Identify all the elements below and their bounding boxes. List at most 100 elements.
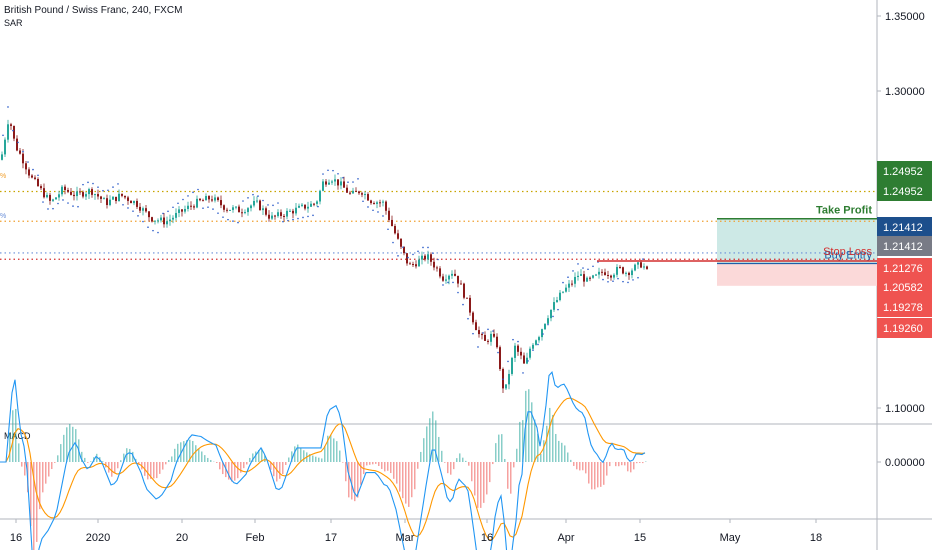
sar-dot: [152, 229, 154, 232]
x-tick-label: Mar: [396, 532, 415, 544]
sar-dot: [87, 181, 89, 184]
candle-body: [91, 189, 93, 195]
candle-body: [7, 124, 9, 140]
macd-histogram-bar: [549, 407, 551, 462]
candle-body: [286, 210, 288, 217]
candle-body: [79, 191, 81, 193]
macd-histogram-bar: [54, 462, 56, 463]
macd-histogram-bar: [279, 462, 281, 479]
candle-body: [484, 334, 486, 341]
macd-histogram-bar: [204, 455, 206, 462]
candle-body: [43, 188, 45, 198]
candle-body: [256, 200, 258, 202]
candle-body: [145, 208, 147, 212]
sar-dot: [527, 360, 529, 362]
macd-histogram-bar: [471, 462, 473, 482]
macd-histogram-bar: [375, 462, 377, 464]
candle-body: [412, 263, 414, 265]
macd-histogram-bar: [630, 462, 632, 473]
macd-histogram-bar: [522, 420, 524, 462]
macd-histogram-bar: [42, 462, 44, 493]
candle-body: [4, 139, 6, 155]
macd-histogram-bar: [60, 444, 62, 462]
candle-body: [163, 217, 165, 225]
sar-dot: [462, 303, 464, 306]
macd-histogram-bar: [291, 451, 293, 462]
candle-body: [235, 206, 237, 208]
macd-histogram-bar: [519, 421, 521, 462]
macd-histogram-bar: [66, 427, 68, 462]
macd-histogram-bar: [45, 462, 47, 484]
indicator-label-sar: SAR: [4, 18, 23, 28]
sar-dot: [447, 281, 449, 284]
candle-body: [481, 334, 483, 336]
macd-histogram-bar: [402, 462, 404, 499]
macd-signal-line: [0, 397, 646, 541]
candle-body: [577, 275, 579, 277]
macd-histogram-bar: [567, 452, 569, 462]
candle-body: [640, 262, 642, 268]
macd-histogram-bar: [354, 462, 356, 502]
candle-body: [61, 186, 63, 195]
macd-histogram-bar: [114, 462, 116, 474]
candle-body: [409, 263, 411, 265]
candle-body: [637, 262, 639, 265]
sar-dot: [292, 218, 294, 221]
macd-histogram-bar: [570, 459, 572, 462]
macd-histogram-bar: [276, 462, 278, 482]
candle-body: [382, 201, 384, 203]
candle-body: [232, 207, 234, 210]
candle-body: [439, 268, 441, 277]
candle-body: [628, 272, 630, 276]
macd-histogram-bar: [75, 429, 77, 462]
price-tag-label: 1.24952: [883, 166, 923, 178]
candle-body: [100, 196, 102, 199]
candle-body: [442, 276, 444, 281]
candle-body: [478, 330, 480, 335]
candle-body: [181, 209, 183, 212]
sar-dot: [97, 186, 99, 188]
candle-body: [562, 291, 564, 293]
candle-body: [55, 197, 57, 200]
candle-body: [424, 255, 426, 260]
sar-dot: [222, 216, 224, 218]
macd-histogram-bar: [264, 455, 266, 462]
candle-body: [154, 220, 156, 222]
candle-body: [187, 205, 189, 209]
macd-histogram-bar: [246, 462, 248, 465]
x-tick-label: 15: [634, 532, 646, 544]
sar-dot: [162, 212, 164, 215]
macd-histogram-bar: [231, 462, 233, 482]
macd-histogram-bar: [429, 418, 431, 462]
macd-histogram-bar: [72, 426, 74, 462]
macd-histogram-bar: [63, 434, 65, 462]
macd-histogram-bar: [87, 462, 89, 463]
macd-histogram-bar: [639, 462, 641, 463]
macd-histogram-bar: [39, 462, 41, 510]
candle-body: [268, 214, 270, 219]
macd-histogram-bar: [339, 450, 341, 462]
macd-histogram-bar: [390, 462, 392, 474]
candle-body: [355, 190, 357, 192]
sar-dot: [167, 210, 169, 213]
candle-body: [67, 189, 69, 192]
candle-body: [556, 300, 558, 303]
sar-dot: [552, 315, 554, 318]
candle-body: [373, 203, 375, 205]
candle-body: [592, 275, 594, 278]
candle-body: [397, 233, 399, 239]
buy-entry-annotation: Buy Entry: [824, 250, 872, 262]
price-tag-label: 1.21412: [883, 241, 923, 253]
candle-body: [142, 208, 144, 211]
candle-body: [283, 215, 285, 217]
sar-dot: [77, 205, 79, 208]
candle-body: [436, 267, 438, 269]
macd-histogram-bar: [195, 445, 197, 462]
candle-body: [400, 238, 402, 247]
macd-histogram-bar: [450, 462, 452, 475]
sar-dot: [337, 172, 339, 175]
sar-dot: [57, 202, 59, 205]
macd-histogram-bar: [261, 448, 263, 462]
x-tick-label: Apr: [557, 532, 574, 544]
candle-body: [505, 384, 507, 389]
